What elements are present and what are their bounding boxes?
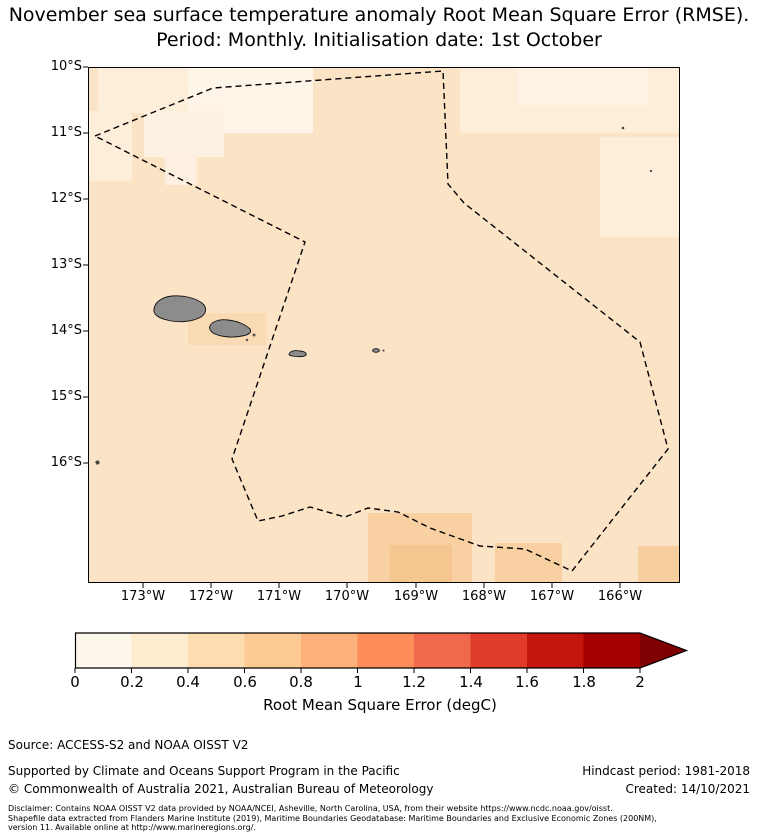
x-tick-label-171w: 171°W xyxy=(256,589,302,604)
map-plot-area xyxy=(83,66,680,588)
x-tick-label-168w: 168°W xyxy=(461,589,507,604)
colorbar-tick-16: 1.6 xyxy=(515,673,539,691)
colorbar-tick-02: 0.2 xyxy=(120,673,144,691)
islet-dot xyxy=(382,349,385,352)
islet-speck-east xyxy=(649,169,653,173)
y-tick-label-15s: 15°S xyxy=(50,389,82,404)
x-tick-label-170w: 170°W xyxy=(324,589,370,604)
island-small-mid xyxy=(288,350,307,358)
colorbar-ticks xyxy=(74,668,641,673)
disclaimer-block: Disclaimer: Contains NOAA OISST V2 data … xyxy=(8,804,657,833)
x-tick-label-167w: 167°W xyxy=(529,589,575,604)
x-tick-label-173w: 173°W xyxy=(120,589,166,604)
disclaimer-line-3: version 11. Available online at http://w… xyxy=(8,823,256,832)
colorbar-segment xyxy=(414,633,471,668)
figure-title-line2: Period: Monthly. Initialisation date: 1s… xyxy=(156,29,602,51)
colorbar-extend-arrow xyxy=(640,633,687,668)
islet-speck-northeast xyxy=(621,126,625,130)
island-landmasses xyxy=(95,126,653,465)
colorbar-tick-06: 0.6 xyxy=(233,673,257,691)
y-tick-label-14s: 14°S xyxy=(50,323,82,338)
eez-boundary-dashed xyxy=(93,70,669,572)
rmse-patch xyxy=(88,111,132,181)
island-west-large xyxy=(153,295,207,323)
map-frame xyxy=(88,67,680,583)
supported-text: Supported by Climate and Oceans Support … xyxy=(8,764,400,778)
colorbar-tick-08: 0.8 xyxy=(289,673,313,691)
islet-speck-southwest xyxy=(95,460,100,465)
y-tick-label-11s: 11°S xyxy=(50,125,82,140)
colorbar-segment xyxy=(188,633,245,668)
islet-dot xyxy=(245,338,249,342)
colorbar-segment xyxy=(357,633,414,668)
x-tick-label-169w: 169°W xyxy=(393,589,439,604)
rmse-patch xyxy=(390,545,452,583)
colorbar-tick-12: 1.2 xyxy=(402,673,426,691)
rmse-patch xyxy=(638,546,680,583)
colorbar-segment xyxy=(131,633,188,668)
map-svg xyxy=(83,66,680,588)
colorbar-tick-0: 0 xyxy=(70,673,80,691)
rmse-dark-patches xyxy=(188,313,680,583)
colorbar-segment xyxy=(583,633,640,668)
rmse-patch xyxy=(495,543,562,583)
copyright-text: © Commonwealth of Australia 2021, Austra… xyxy=(8,782,434,796)
hindcast-period-text: Hindcast period: 1981-2018 xyxy=(582,764,750,778)
rmse-patch xyxy=(518,67,648,105)
colorbar-outline xyxy=(74,632,689,669)
island-small-east xyxy=(372,348,380,353)
figure-title-line1: November sea surface temperature anomaly… xyxy=(8,4,750,26)
y-tick-label-16s: 16°S xyxy=(50,455,82,470)
x-tick-label-172w: 172°W xyxy=(188,589,234,604)
colorbar-tick-1: 1 xyxy=(353,673,363,691)
axis-ticks xyxy=(83,66,621,588)
rmse-patch xyxy=(600,137,680,237)
colorbar-segments xyxy=(75,633,640,668)
created-date-text: Created: 14/10/2021 xyxy=(625,782,750,796)
colorbar-segment xyxy=(75,633,132,668)
colorbar xyxy=(74,632,690,674)
colorbar-title: Root Mean Square Error (degC) xyxy=(263,696,497,714)
colorbar-segment xyxy=(527,633,584,668)
colorbar-segment xyxy=(470,633,527,668)
y-tick-label-13s: 13°S xyxy=(50,257,82,272)
colorbar-tick-14: 1.4 xyxy=(459,673,483,691)
colorbar-tick-04: 0.4 xyxy=(176,673,200,691)
colorbar-svg xyxy=(74,632,689,673)
disclaimer-line-1: Disclaimer: Contains NOAA OISST V2 data … xyxy=(8,804,613,813)
x-tick-label-166w: 166°W xyxy=(597,589,643,604)
islet-dot xyxy=(252,333,256,337)
disclaimer-line-2: Shapefile data extracted from Flanders M… xyxy=(8,813,657,823)
colorbar-segment xyxy=(244,633,301,668)
y-tick-label-10s: 10°S xyxy=(50,59,82,74)
rmse-light-patches xyxy=(88,67,680,237)
y-tick-label-12s: 12°S xyxy=(50,191,82,206)
colorbar-tick-18: 1.8 xyxy=(572,673,596,691)
rmse-patch xyxy=(144,111,224,157)
colorbar-segment xyxy=(301,633,358,668)
island-east-large xyxy=(209,319,252,338)
source-text: Source: ACCESS-S2 and NOAA OISST V2 xyxy=(8,738,249,752)
rmse-patch xyxy=(165,153,197,185)
colorbar-tick-2: 2 xyxy=(635,673,645,691)
